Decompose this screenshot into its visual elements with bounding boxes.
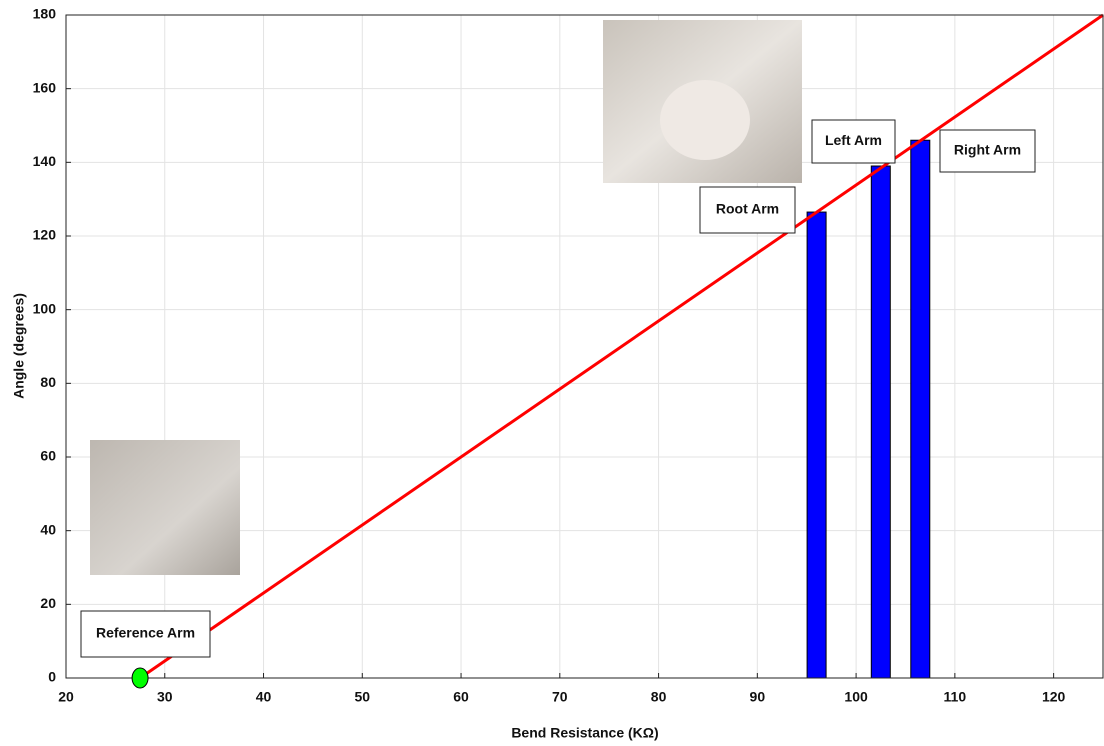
- x-tick-label: 100: [844, 689, 868, 705]
- y-tick-label: 0: [48, 669, 56, 685]
- y-tick-label: 120: [33, 227, 57, 243]
- page: Bend Resistance (KΩ) Angle (degrees) 020…: [0, 0, 1104, 746]
- grid: [66, 15, 1103, 678]
- y-axis-label: Angle (degrees): [11, 293, 27, 399]
- annotation: Left Arm: [825, 132, 882, 148]
- x-tick-label: 50: [354, 689, 370, 705]
- annotation: Reference Arm: [96, 625, 195, 641]
- x-tick-label: 90: [750, 689, 766, 705]
- y-tick-label: 40: [40, 521, 56, 537]
- annotation: Root Arm: [716, 201, 779, 217]
- x-tick-label: 120: [1042, 689, 1066, 705]
- photo-detail: [660, 80, 750, 160]
- x-tick-label: 60: [453, 689, 469, 705]
- y-tick-label: 140: [33, 153, 57, 169]
- annotation: Right Arm: [954, 142, 1021, 158]
- x-tick-label: 70: [552, 689, 568, 705]
- x-tick-label: 110: [944, 689, 967, 705]
- x-axis-label: Bend Resistance (KΩ): [511, 725, 658, 741]
- y-tick-label: 180: [33, 6, 57, 22]
- bar: [911, 140, 930, 678]
- chart: Bend Resistance (KΩ) Angle (degrees) 020…: [0, 0, 1104, 746]
- x-tick-label: 40: [256, 689, 272, 705]
- x-tick-label: 30: [157, 689, 173, 705]
- y-tick-label: 60: [40, 448, 56, 464]
- bar: [871, 166, 890, 678]
- y-tick-label: 20: [40, 595, 56, 611]
- y-tick-label: 100: [33, 300, 57, 316]
- plot-frame: [66, 15, 1103, 678]
- x-tick-label: 20: [58, 689, 74, 705]
- bar: [807, 212, 826, 678]
- photo: [90, 440, 240, 575]
- y-tick-label: 80: [40, 374, 56, 390]
- y-tick-label: 160: [33, 79, 57, 95]
- x-tick-label: 80: [651, 689, 667, 705]
- reference-point: [132, 668, 148, 688]
